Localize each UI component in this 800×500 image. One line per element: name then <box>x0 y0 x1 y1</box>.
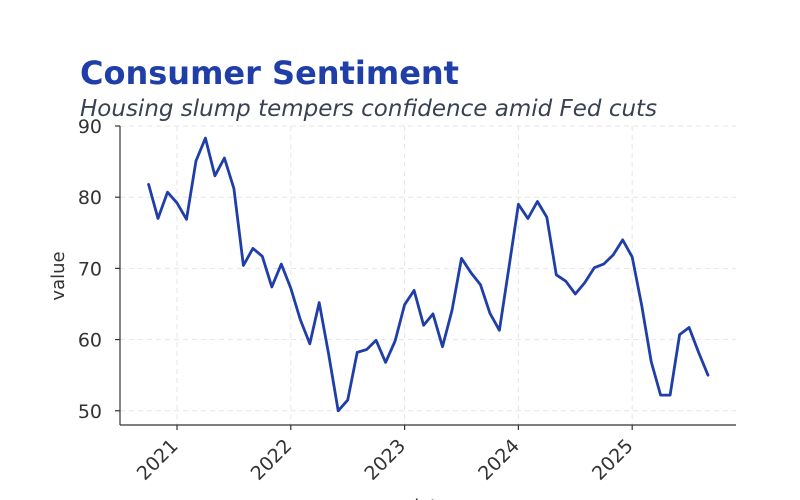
x-tick-label: 2021 <box>133 435 183 485</box>
ticks: 50 60 70 80 90 2021 2022 2023 2024 2025 <box>78 116 638 485</box>
series <box>147 136 710 413</box>
y-tick-label: 60 <box>78 330 102 352</box>
x-tick-label: 2023 <box>360 435 410 485</box>
y-axis-title: value <box>48 251 69 300</box>
series-line-0 <box>147 136 710 413</box>
x-tick-label: 2025 <box>588 435 638 485</box>
y-tick-label: 80 <box>78 187 102 209</box>
axes <box>119 126 736 426</box>
y-tick-label: 70 <box>78 258 102 280</box>
chart-subtitle: Housing slump tempers confidence amid Fe… <box>80 96 658 122</box>
y-tick-label: 90 <box>78 116 102 138</box>
x-tick-label: 2022 <box>247 435 297 485</box>
x-tick-label: 2024 <box>474 435 524 485</box>
chart-title: Consumer Sentiment <box>80 54 459 92</box>
x-axis-title: date <box>408 496 449 500</box>
y-tick-label: 50 <box>78 401 102 423</box>
